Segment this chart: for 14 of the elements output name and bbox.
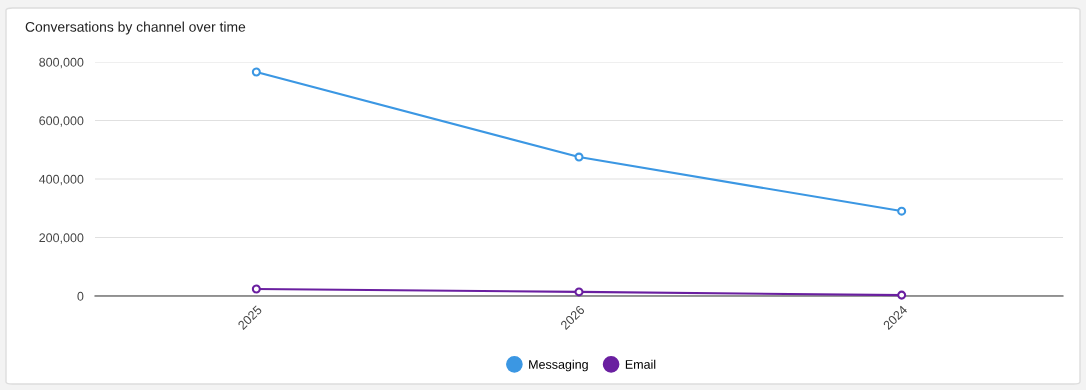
point	[251, 284, 261, 294]
y-tick-label: 600,000	[39, 116, 84, 127]
point	[897, 206, 907, 216]
point	[574, 287, 584, 297]
y-tick-label: 400,000	[39, 174, 84, 186]
point	[251, 67, 261, 77]
point	[897, 290, 907, 300]
y-tick-label: 800,000	[39, 57, 84, 69]
y-tick-label: 200,000	[39, 233, 84, 244]
point	[574, 152, 584, 162]
legend-label: Email	[625, 359, 656, 369]
y-tick-label: 0	[77, 291, 84, 301]
chart-title: Conversations by channel over time	[25, 21, 246, 35]
legend-label: Messaging	[529, 359, 588, 372]
